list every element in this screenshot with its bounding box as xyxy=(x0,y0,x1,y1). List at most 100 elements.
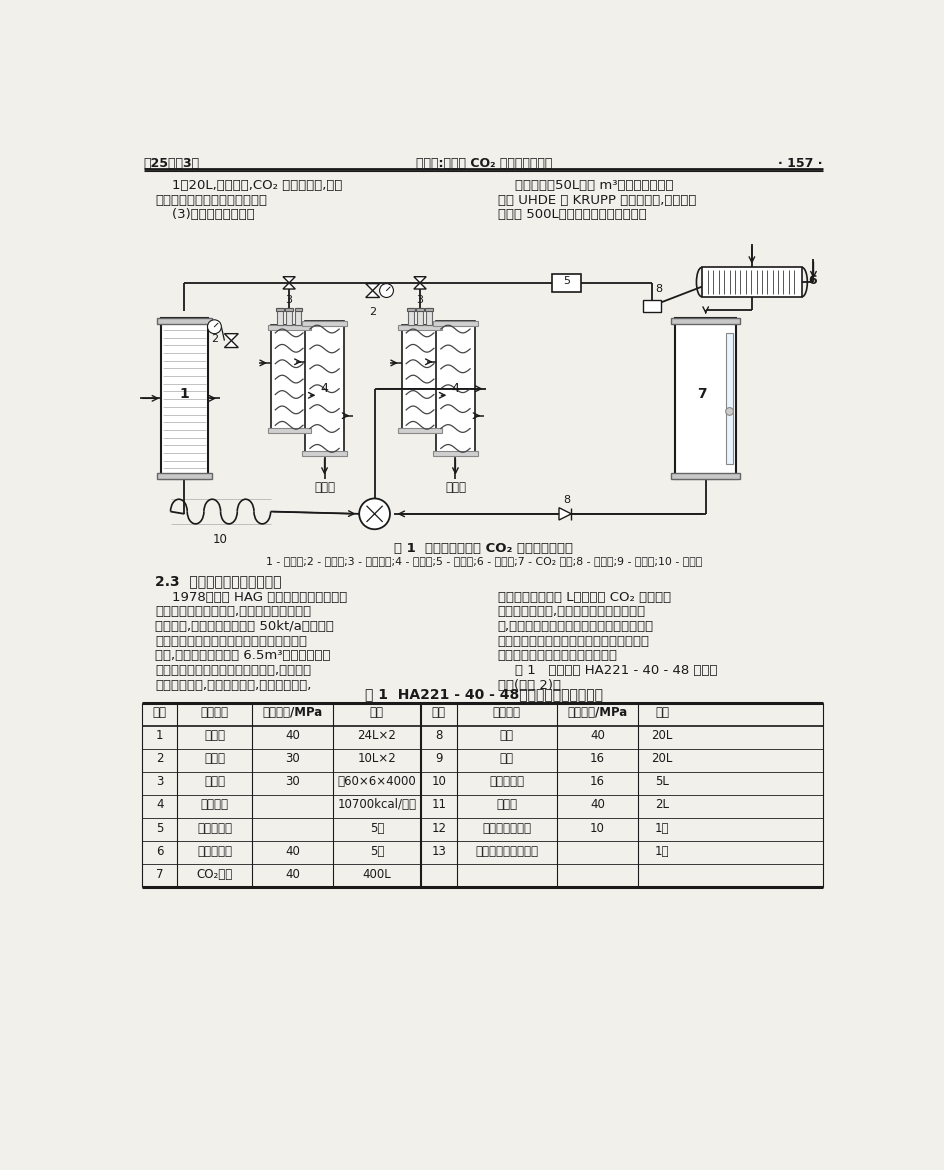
Text: 郭明勋:超临界 CO₂ 萃取工艺及装置: 郭明勋:超临界 CO₂ 萃取工艺及装置 xyxy=(415,157,551,171)
Bar xyxy=(670,473,739,480)
Bar xyxy=(157,473,211,480)
Text: 40: 40 xyxy=(285,845,299,858)
Text: 该项工作的研究者和企业界人士最关心的课: 该项工作的研究者和企业界人士最关心的课 xyxy=(497,635,649,648)
Text: 5套: 5套 xyxy=(369,821,383,834)
Text: CO₂主泵: CO₂主泵 xyxy=(196,868,233,881)
Text: 5L: 5L xyxy=(654,776,668,789)
Text: 1978年德国 HAG 公司大型工业化咖啡豆: 1978年德国 HAG 公司大型工业化咖啡豆 xyxy=(155,591,347,604)
Text: 2L: 2L xyxy=(654,798,668,812)
Polygon shape xyxy=(365,283,379,290)
Text: 7: 7 xyxy=(156,868,163,881)
Text: 制冷系统: 制冷系统 xyxy=(201,798,228,812)
Text: 装置(见图 2)。: 装置(见图 2)。 xyxy=(497,679,560,691)
Bar xyxy=(302,322,346,326)
Text: 8: 8 xyxy=(563,495,569,504)
Text: 9: 9 xyxy=(370,508,378,521)
Polygon shape xyxy=(225,333,238,340)
Bar xyxy=(295,308,301,325)
Bar xyxy=(426,308,431,325)
Text: 设备名称: 设备名称 xyxy=(201,706,228,720)
Bar xyxy=(407,308,414,311)
Text: 10: 10 xyxy=(430,776,446,789)
Bar xyxy=(425,308,432,311)
Text: 3: 3 xyxy=(156,776,163,789)
Text: 设计压力/MPa: 设计压力/MPa xyxy=(262,706,322,720)
Text: 5: 5 xyxy=(156,821,163,834)
Polygon shape xyxy=(365,290,379,297)
Text: 1: 1 xyxy=(179,387,189,401)
Text: 表 1  HA221 - 40 - 48超临界装置主要部件表: 表 1 HA221 - 40 - 48超临界装置主要部件表 xyxy=(364,687,602,701)
Text: 于工艺研究和小批量样品生产。: 于工艺研究和小批量样品生产。 xyxy=(155,193,267,207)
Text: 4: 4 xyxy=(156,798,163,812)
Text: 能自制 500L工业化超临界萃取装置。: 能自制 500L工业化超临界萃取装置。 xyxy=(497,208,646,221)
Text: 2: 2 xyxy=(369,308,376,317)
Bar xyxy=(270,325,307,433)
Text: 图 1  固体物料超临界 CO₂ 萃取工业化流程: 图 1 固体物料超临界 CO₂ 萃取工业化流程 xyxy=(394,543,573,556)
Text: 2: 2 xyxy=(156,752,163,765)
Bar xyxy=(642,300,661,312)
Text: 1 - 萃取釜;2 - 减压阀;3 - 热交换器;4 - 分离釜;5 - 过滤器;6 - 冷凝器;7 - CO₂ 贮罐;8 - 预冷器;9 - 加压泵;10 -: 1 - 萃取釜;2 - 减压阀;3 - 热交换器;4 - 分离釜;5 - 过滤器… xyxy=(265,556,701,566)
Text: 12: 12 xyxy=(430,821,446,834)
Circle shape xyxy=(725,407,733,415)
Text: 离萃取品种多,工业装置分散,规模都比较小,: 离萃取品种多,工业装置分散,规模都比较小, xyxy=(155,679,312,691)
Bar xyxy=(674,317,735,480)
Text: 第25卷第3期: 第25卷第3期 xyxy=(143,157,199,171)
Text: 萃取物: 萃取物 xyxy=(445,481,465,494)
Text: 规格: 规格 xyxy=(369,706,383,720)
Text: 题。现介绍两例超临界萃取装置。: 题。现介绍两例超临界萃取装置。 xyxy=(497,649,617,662)
Polygon shape xyxy=(282,276,295,283)
Text: 5套: 5套 xyxy=(369,845,383,858)
Bar xyxy=(432,452,478,456)
Bar xyxy=(407,308,413,325)
Text: 设备名称: 设备名称 xyxy=(493,706,520,720)
Text: 10L×2: 10L×2 xyxy=(357,752,396,765)
Text: 精馏柱: 精馏柱 xyxy=(204,776,225,789)
Text: 副泵: 副泵 xyxy=(499,729,514,742)
Circle shape xyxy=(359,498,390,529)
Text: 热交换系统: 热交换系统 xyxy=(197,845,232,858)
Text: 8: 8 xyxy=(655,284,662,294)
Text: 11: 11 xyxy=(430,798,446,812)
Text: 10: 10 xyxy=(213,534,228,546)
Text: 24L×2: 24L×2 xyxy=(357,729,396,742)
Text: 16: 16 xyxy=(589,752,604,765)
Text: 4: 4 xyxy=(451,383,459,395)
Text: 30: 30 xyxy=(285,776,299,789)
Text: 规格: 规格 xyxy=(654,706,668,720)
Text: 1台: 1台 xyxy=(654,821,668,834)
Text: (3)工业化生产装置。: (3)工业化生产装置。 xyxy=(155,208,255,221)
Text: 40: 40 xyxy=(589,798,604,812)
Bar xyxy=(286,308,292,325)
Text: 贮罐: 贮罐 xyxy=(499,752,514,765)
Bar xyxy=(160,317,208,480)
Circle shape xyxy=(208,319,221,333)
Bar xyxy=(285,308,293,311)
Text: 一般萃取釜为几百 L。超临界 CO₂ 萃取作为: 一般萃取釜为几百 L。超临界 CO₂ 萃取作为 xyxy=(497,591,670,604)
Text: 萃取物: 萃取物 xyxy=(313,481,335,494)
Bar xyxy=(401,325,438,433)
Text: 一种化工新技术,过程又需要高压技术和设: 一种化工新技术,过程又需要高压技术和设 xyxy=(497,606,646,619)
Bar xyxy=(302,452,346,456)
Text: 设计压力/MPa: 设计压力/MPa xyxy=(566,706,627,720)
Bar xyxy=(276,308,283,311)
Text: 序号: 序号 xyxy=(153,706,166,720)
Text: 安全阀、压力表系统: 安全阀、压力表系统 xyxy=(475,845,538,858)
Text: 大规模工业生产工艺是啤酒花中有效成分的: 大规模工业生产工艺是啤酒花中有效成分的 xyxy=(155,635,307,648)
Bar xyxy=(436,322,474,456)
Circle shape xyxy=(379,283,393,297)
Text: 13: 13 xyxy=(430,845,446,858)
Text: 流量计、累积计: 流量计、累积计 xyxy=(481,821,531,834)
Text: 恠60×6×4000: 恠60×6×4000 xyxy=(337,776,415,789)
Text: 40: 40 xyxy=(285,729,299,742)
Text: 40: 40 xyxy=(285,868,299,881)
Bar xyxy=(277,308,282,325)
Text: 9: 9 xyxy=(434,752,442,765)
Bar xyxy=(670,317,739,324)
Text: 2: 2 xyxy=(211,335,218,344)
Text: 20L: 20L xyxy=(650,752,672,765)
Text: 4: 4 xyxy=(320,383,329,395)
Text: 3: 3 xyxy=(416,295,423,305)
Bar xyxy=(725,333,733,463)
Text: 1～20L,配套性好,CO₂ 可循环使用,适用: 1～20L,配套性好,CO₂ 可循环使用,适用 xyxy=(155,179,342,192)
Bar xyxy=(416,308,423,325)
